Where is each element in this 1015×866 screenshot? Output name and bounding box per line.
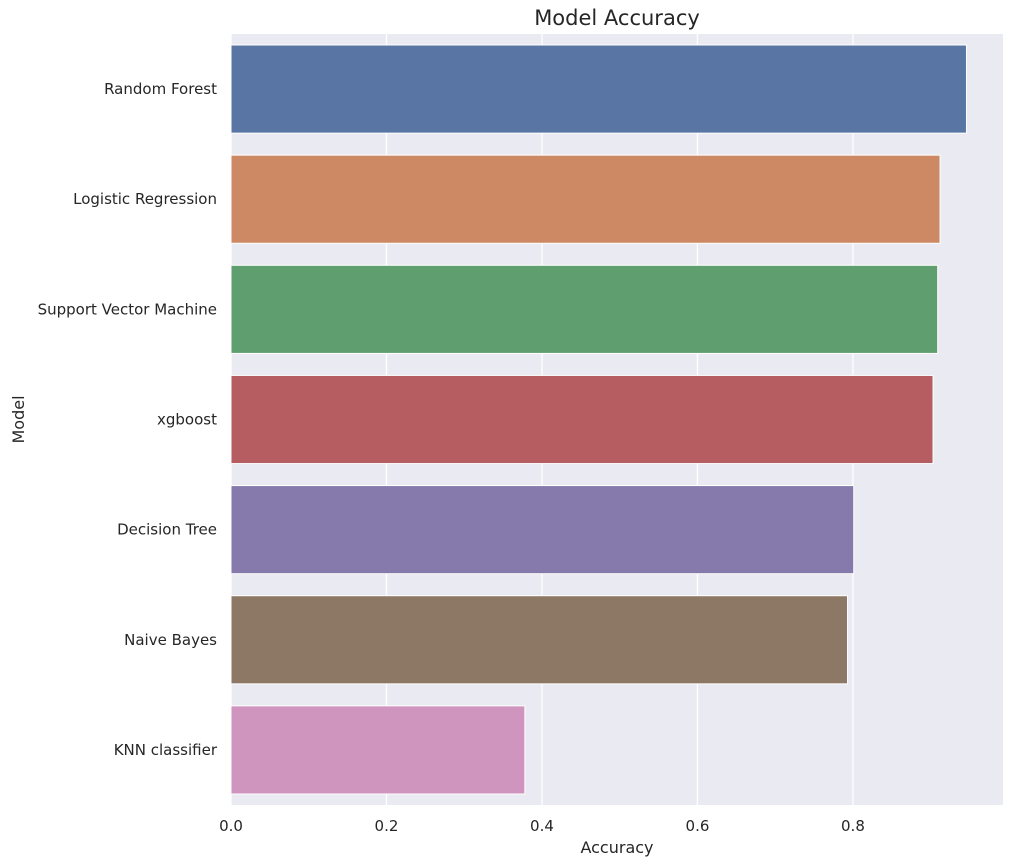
x-tick-label: 0.0 bbox=[219, 817, 243, 835]
x-tick-label: 0.2 bbox=[375, 817, 399, 835]
y-tick-label: xgboost bbox=[157, 411, 217, 429]
x-tick-label: 0.6 bbox=[686, 817, 710, 835]
y-tick-label: Decision Tree bbox=[117, 521, 217, 539]
x-tick-labels: 0.0 0.2 0.4 0.6 0.8 bbox=[219, 817, 865, 835]
bar-decision-tree bbox=[230, 485, 855, 575]
y-tick-label: Logistic Regression bbox=[73, 190, 217, 208]
y-tick-label: Naive Bayes bbox=[124, 631, 217, 649]
bars bbox=[230, 44, 967, 795]
y-tick-label: Support Vector Machine bbox=[38, 300, 217, 318]
bar-knn-classifier bbox=[230, 705, 526, 795]
x-axis-label: Accuracy bbox=[580, 838, 653, 857]
y-axis-label: Model bbox=[9, 395, 28, 443]
y-tick-label: KNN classifier bbox=[114, 741, 218, 759]
bar-support-vector-machine bbox=[230, 264, 939, 354]
x-tick-label: 0.8 bbox=[841, 817, 865, 835]
bar-random-forest bbox=[230, 44, 967, 134]
x-tick-label: 0.4 bbox=[530, 817, 554, 835]
bar-naive-bayes bbox=[230, 595, 849, 685]
bar-xgboost bbox=[230, 374, 934, 465]
chart-title: Model Accuracy bbox=[534, 6, 700, 30]
y-tick-labels: Random Forest Logistic Regression Support … bbox=[38, 80, 218, 759]
y-tick-label: Random Forest bbox=[104, 80, 217, 98]
bar-logistic-regression bbox=[230, 154, 941, 244]
